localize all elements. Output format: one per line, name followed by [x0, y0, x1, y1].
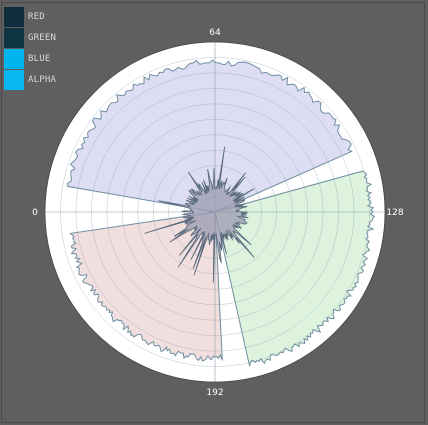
angle-label-right: 128: [386, 208, 403, 218]
angle-label-top: 64: [209, 28, 221, 38]
legend-swatch-alpha: [4, 69, 24, 90]
legend-swatch-blue: [4, 48, 24, 69]
legend-swatch-red: [4, 6, 24, 27]
legend-swatch-green: [4, 27, 24, 48]
angle-label-left: 0: [32, 208, 38, 218]
legend: RED GREEN BLUE ALPHA: [4, 6, 56, 90]
legend-label-green: GREEN: [28, 32, 57, 43]
angle-label-bottom: 192: [206, 388, 223, 398]
wedge-alpha: [144, 146, 255, 283]
legend-label-red: RED: [28, 11, 45, 22]
legend-item-green[interactable]: GREEN: [4, 27, 56, 48]
legend-item-blue[interactable]: BLUE: [4, 48, 56, 69]
wedge-blue: [67, 59, 353, 213]
legend-item-alpha[interactable]: ALPHA: [4, 69, 56, 90]
legend-label-blue: BLUE: [28, 53, 51, 64]
legend-item-red[interactable]: RED: [4, 6, 56, 27]
legend-label-alpha: ALPHA: [28, 74, 57, 85]
